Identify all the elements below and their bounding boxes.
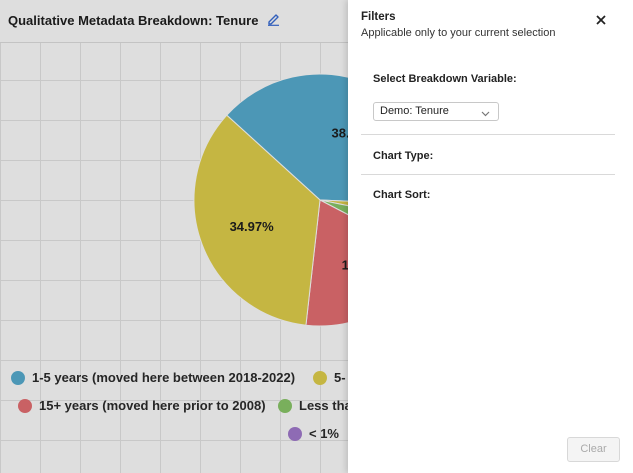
panel-subtitle: Applicable only to your current selectio… [361, 27, 556, 39]
breakdown-variable-label: Select Breakdown Variable: [373, 73, 517, 85]
breakdown-variable-select[interactable]: Demo: Tenure [373, 102, 499, 121]
legend-item-1-5-years[interactable]: 1-5 years (moved here between 2018-2022) [11, 370, 295, 385]
legend-item-5-years[interactable]: 5- [313, 370, 346, 385]
legend-dot [18, 398, 32, 413]
pencil-icon[interactable] [267, 12, 280, 26]
legend-item-less-than[interactable]: Less tha [278, 398, 352, 413]
legend-dot [288, 426, 302, 441]
chevron-down-icon [481, 107, 490, 117]
legend-item-15-plus-years[interactable]: 15+ years (moved here prior to 2008) [18, 398, 266, 413]
legend-label: < 1% [309, 426, 339, 441]
legend-label: 5- [334, 370, 346, 385]
legend-label: Less tha [299, 398, 352, 413]
pie-data-label: 34.97% [230, 219, 275, 234]
breakdown-variable-value: Demo: Tenure [380, 105, 449, 117]
legend-label: 15+ years (moved here prior to 2008) [39, 398, 266, 413]
filters-panel: Filters Applicable only to your current … [348, 0, 633, 473]
pie-slice[interactable] [193, 114, 321, 326]
chart-sort-label: Chart Sort: [373, 189, 431, 201]
divider [361, 174, 615, 175]
legend-dot [11, 370, 25, 385]
legend-label: 1-5 years (moved here between 2018-2022) [32, 370, 296, 385]
chart-type-label: Chart Type: [373, 150, 434, 162]
legend-item-less-than-1-percent[interactable]: < 1% [288, 426, 339, 441]
clear-button[interactable]: Clear [567, 437, 620, 462]
legend-dot [278, 398, 292, 413]
close-icon[interactable] [594, 13, 608, 27]
legend-dot [313, 370, 327, 385]
panel-title: Filters [361, 11, 396, 23]
divider [361, 134, 615, 135]
page-title: Qualitative Metadata Breakdown: Tenure [8, 13, 259, 28]
